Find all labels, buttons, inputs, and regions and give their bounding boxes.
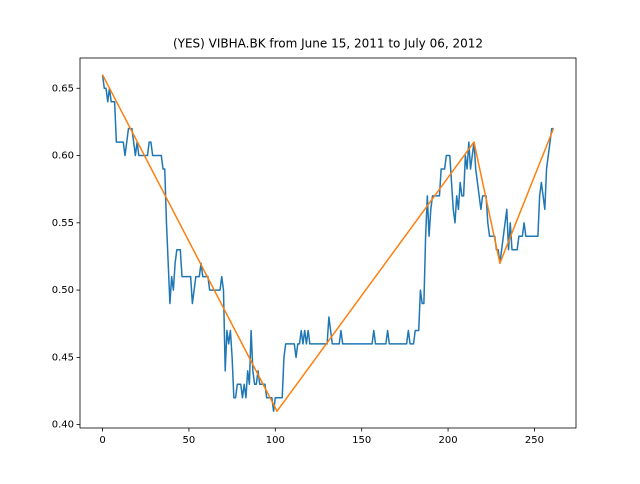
y-tick-label: 0.65 bbox=[52, 83, 74, 94]
plot-area bbox=[80, 58, 576, 428]
y-tick-label: 0.45 bbox=[52, 352, 74, 363]
data-line bbox=[101, 74, 554, 412]
chart-title: (YES) VIBHA.BK from June 15, 2011 to Jul… bbox=[173, 37, 483, 51]
x-tick-label: 250 bbox=[525, 435, 544, 446]
x-tick-label: 0 bbox=[99, 435, 105, 446]
x-tick-label: 200 bbox=[439, 435, 458, 446]
plot-frame bbox=[79, 57, 577, 429]
y-tick-label: 0.60 bbox=[52, 151, 74, 162]
y-tick-label: 0.55 bbox=[52, 218, 74, 229]
x-tick-label: 50 bbox=[183, 435, 196, 446]
x-tick-label: 150 bbox=[352, 435, 371, 446]
y-tick-label: 0.40 bbox=[52, 420, 74, 431]
data-line bbox=[101, 74, 555, 412]
y-tick-label: 0.50 bbox=[52, 285, 74, 296]
x-tick-label: 100 bbox=[266, 435, 285, 446]
